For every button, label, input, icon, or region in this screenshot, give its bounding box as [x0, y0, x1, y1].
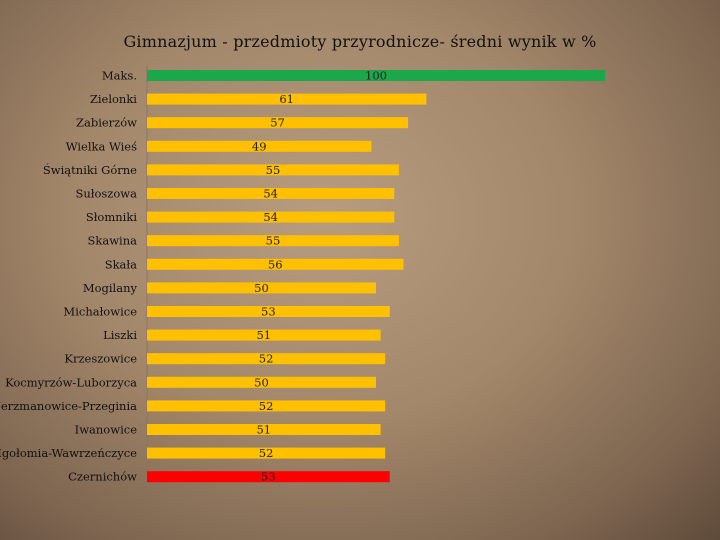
- data-label: 52: [259, 352, 274, 366]
- data-label: 100: [365, 69, 387, 83]
- bar: [147, 117, 409, 129]
- category-label: Czernichów: [68, 470, 137, 484]
- data-label: 50: [254, 281, 269, 295]
- bar: [147, 353, 386, 365]
- category-label: Słomniki: [86, 210, 137, 224]
- category-label: Mogilany: [83, 281, 138, 295]
- category-label: Skawina: [88, 234, 138, 248]
- bar: [147, 235, 399, 247]
- data-label: 55: [266, 234, 281, 248]
- category-label: Krzeszowice: [64, 352, 137, 366]
- data-label: 53: [261, 470, 276, 484]
- bar: [147, 282, 376, 294]
- bar: [147, 93, 427, 105]
- category-label: Igołomia-Wawrzeńczyce: [0, 446, 137, 460]
- data-label: 55: [266, 163, 281, 177]
- data-label: 52: [259, 399, 274, 413]
- bar: [147, 424, 381, 435]
- data-label: 52: [259, 446, 274, 460]
- bar: [147, 140, 372, 152]
- bar: [147, 306, 390, 317]
- category-label: Wielka Wieś: [66, 139, 137, 153]
- data-label: 54: [263, 210, 278, 224]
- category-label: Sułoszowa: [75, 187, 137, 201]
- bar: [147, 188, 395, 199]
- data-label: 49: [252, 139, 267, 153]
- bar: [147, 164, 399, 176]
- data-label: 51: [256, 328, 271, 342]
- data-label: 57: [270, 116, 285, 130]
- category-label: Skała: [105, 257, 137, 271]
- category-label: Zielonki: [90, 92, 137, 106]
- category-label: Iwanowice: [75, 423, 138, 437]
- category-label: Zabierzów: [76, 116, 137, 130]
- data-label: 56: [268, 257, 283, 271]
- bar: [147, 211, 395, 223]
- category-label: Jerzmanowice-Przeginia: [0, 399, 137, 413]
- bar: [147, 447, 386, 459]
- data-label: 61: [279, 92, 294, 106]
- category-label: Kocmyrzów-Luborzyca: [5, 375, 137, 389]
- data-label: 53: [261, 305, 276, 319]
- bar: [147, 376, 376, 388]
- chart-title: Gimnazjum - przedmioty przyrodnicze- śre…: [123, 32, 597, 51]
- category-label: Maks.: [102, 69, 137, 83]
- bar: [147, 258, 404, 270]
- category-label: Świątniki Górne: [43, 163, 137, 177]
- data-label: 51: [256, 423, 271, 437]
- data-label: 54: [263, 187, 278, 201]
- data-label: 50: [254, 375, 269, 389]
- bar: [147, 329, 381, 341]
- category-label: Liszki: [103, 328, 137, 342]
- bar: [147, 70, 605, 81]
- bar: [147, 400, 386, 412]
- category-label: Michałowice: [63, 305, 137, 319]
- bar: [147, 471, 390, 483]
